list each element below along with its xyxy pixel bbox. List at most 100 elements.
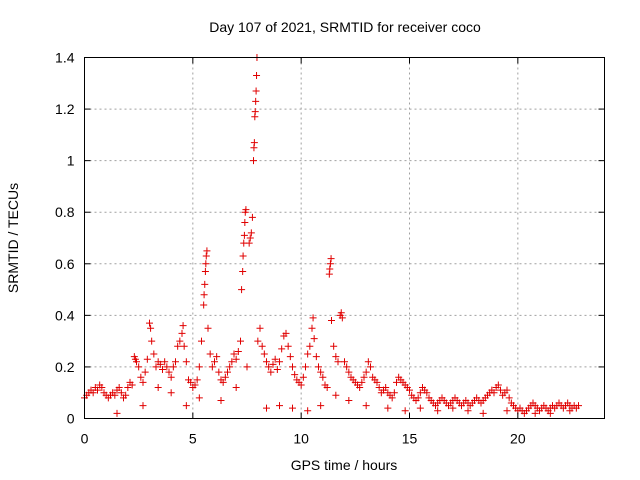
data-point xyxy=(178,329,186,337)
data-point xyxy=(423,389,431,397)
data-point xyxy=(133,358,140,366)
y-tick-label: 0.4 xyxy=(55,307,75,323)
data-point xyxy=(201,268,209,276)
x-tick-label: 15 xyxy=(402,431,418,447)
data-point xyxy=(341,358,348,366)
data-point xyxy=(479,409,487,417)
data-point xyxy=(247,229,255,237)
data-point xyxy=(531,409,539,417)
data-point xyxy=(284,342,292,350)
x-tick-label: 5 xyxy=(189,431,197,447)
data-point xyxy=(384,404,392,412)
data-point xyxy=(388,394,396,402)
data-point xyxy=(373,378,381,386)
data-point xyxy=(505,394,513,402)
y-tick-label: 0 xyxy=(67,411,75,427)
axis-ticks: 0 0.2 0.4 0.6 0.8 1 1.2 1.4 0 5 10 15 20 xyxy=(55,50,605,447)
data-points xyxy=(81,54,582,417)
data-point xyxy=(330,342,338,350)
y-tick-label: 1.2 xyxy=(55,101,75,117)
data-point xyxy=(167,389,175,397)
data-point xyxy=(490,389,498,397)
data-point xyxy=(224,368,231,376)
data-point xyxy=(124,384,132,392)
data-point xyxy=(258,342,266,350)
data-point xyxy=(113,409,121,417)
data-point xyxy=(332,391,340,399)
data-point xyxy=(289,363,296,371)
data-point xyxy=(146,319,153,327)
data-point xyxy=(191,381,199,389)
data-point xyxy=(319,373,327,381)
data-point xyxy=(291,371,299,379)
data-point xyxy=(206,350,214,358)
data-point xyxy=(150,350,158,358)
y-tick-label: 1 xyxy=(67,153,75,169)
data-point xyxy=(503,407,511,415)
data-point xyxy=(239,268,247,276)
data-point xyxy=(161,358,169,366)
plot-frame xyxy=(84,57,605,419)
data-point xyxy=(390,389,398,397)
data-point xyxy=(250,139,258,147)
data-point xyxy=(195,394,203,402)
data-point xyxy=(251,108,259,116)
data-point xyxy=(256,324,264,332)
data-point xyxy=(200,301,208,309)
data-point xyxy=(117,389,125,397)
data-point xyxy=(362,402,370,410)
data-point xyxy=(299,373,307,381)
data-point xyxy=(334,358,342,366)
data-point xyxy=(201,280,209,288)
data-point xyxy=(326,260,334,268)
data-point xyxy=(221,373,229,381)
data-point xyxy=(208,363,216,371)
data-point xyxy=(237,337,244,345)
data-point xyxy=(243,363,251,371)
data-point xyxy=(182,402,190,410)
data-point xyxy=(416,404,424,412)
data-point xyxy=(360,373,368,381)
data-point xyxy=(343,363,351,371)
x-axis-label: GPS time / hours xyxy=(291,457,398,473)
data-point xyxy=(148,337,156,345)
data-point xyxy=(317,402,325,410)
data-point xyxy=(364,358,372,366)
data-point xyxy=(393,378,400,386)
data-point xyxy=(219,378,227,386)
y-axis-label: SRMTID / TECUs xyxy=(5,183,21,293)
data-point xyxy=(269,360,277,368)
data-point xyxy=(356,384,364,392)
data-point xyxy=(546,409,554,417)
data-point xyxy=(213,353,221,361)
data-point xyxy=(232,384,240,392)
data-point xyxy=(176,337,184,345)
data-point xyxy=(182,358,190,366)
data-point xyxy=(289,404,296,412)
data-point xyxy=(414,394,422,402)
data-point xyxy=(152,363,160,371)
data-point xyxy=(246,234,254,242)
data-point xyxy=(309,314,317,322)
data-point xyxy=(434,407,442,415)
data-point xyxy=(115,384,123,392)
data-point xyxy=(239,252,247,260)
data-point xyxy=(195,363,203,371)
x-tick-label: 20 xyxy=(510,431,526,447)
y-tick-label: 0.8 xyxy=(55,204,75,220)
data-point xyxy=(238,286,246,294)
data-point xyxy=(89,389,97,397)
data-point xyxy=(203,247,211,255)
data-point xyxy=(416,389,424,397)
data-point xyxy=(193,376,201,384)
data-point xyxy=(449,404,457,412)
data-point xyxy=(248,213,256,221)
data-point xyxy=(200,291,208,299)
data-point xyxy=(141,368,149,376)
data-point xyxy=(265,363,273,371)
data-point xyxy=(304,407,312,415)
data-point xyxy=(215,368,223,376)
data-point xyxy=(367,363,374,371)
data-point xyxy=(297,381,305,389)
